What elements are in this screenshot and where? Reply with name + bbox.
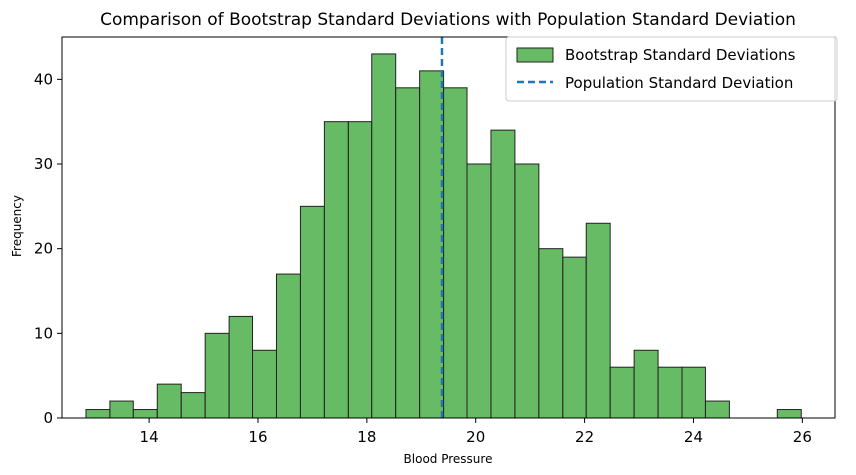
histogram-bar xyxy=(538,248,564,419)
x-tick-label: 14 xyxy=(140,428,159,446)
x-tick-label: 22 xyxy=(575,428,594,446)
histogram-bar xyxy=(395,87,421,419)
histogram-bar xyxy=(776,409,802,419)
legend-box xyxy=(505,36,838,102)
x-tick-label: 24 xyxy=(684,428,703,446)
y-axis-ticks: 0 10 20 30 40 xyxy=(34,70,62,427)
y-tick-label: 10 xyxy=(34,324,53,342)
histogram-bar xyxy=(323,121,349,419)
histogram-bar xyxy=(704,400,730,419)
histogram-bar xyxy=(514,163,540,419)
y-tick-label: 40 xyxy=(34,70,53,88)
histogram-bars xyxy=(85,53,802,419)
y-axis-label: Frequency xyxy=(10,195,24,257)
x-tick-label: 26 xyxy=(793,428,812,446)
histogram-bar xyxy=(180,392,206,419)
histogram-bar xyxy=(252,349,277,419)
histogram-bar xyxy=(419,70,445,419)
x-tick-label: 16 xyxy=(248,428,267,446)
histogram-bar xyxy=(443,87,468,419)
histogram-bar xyxy=(681,366,706,419)
y-tick-label: 0 xyxy=(43,409,53,427)
histogram-bar xyxy=(109,400,134,419)
histogram-bar xyxy=(204,332,230,419)
plot-frame xyxy=(61,36,836,419)
histogram-bar xyxy=(299,205,325,419)
y-tick-label: 30 xyxy=(34,155,53,173)
x-tick-label: 20 xyxy=(466,428,485,446)
histogram-bar xyxy=(371,53,397,419)
histogram-bar xyxy=(490,129,516,419)
histogram-bar xyxy=(466,163,492,419)
histogram-bar xyxy=(156,383,182,419)
legend-swatch-bootstrap xyxy=(516,47,554,63)
x-tick-label: 18 xyxy=(357,428,376,446)
histogram-bar xyxy=(657,366,683,419)
x-axis-ticks: 14 16 18 20 22 24 26 xyxy=(140,418,812,446)
histogram-bar xyxy=(275,273,301,419)
histogram-bar xyxy=(85,409,111,419)
legend-label-population: Population Standard Deviation xyxy=(565,74,793,92)
legend: Bootstrap Standard Deviations Population… xyxy=(505,36,838,102)
histogram-bar xyxy=(609,366,635,419)
histogram-bar xyxy=(347,121,373,419)
histogram-bar xyxy=(562,256,587,419)
y-tick-label: 20 xyxy=(34,240,53,258)
histogram-bar xyxy=(228,315,254,419)
histogram-bar xyxy=(633,349,659,419)
histogram-bar xyxy=(132,409,158,419)
x-axis-label: Blood Pressure xyxy=(404,452,493,466)
legend-label-bootstrap: Bootstrap Standard Deviations xyxy=(565,46,796,64)
chart-title: Comparison of Bootstrap Standard Deviati… xyxy=(100,10,796,30)
histogram-bar xyxy=(585,222,611,419)
